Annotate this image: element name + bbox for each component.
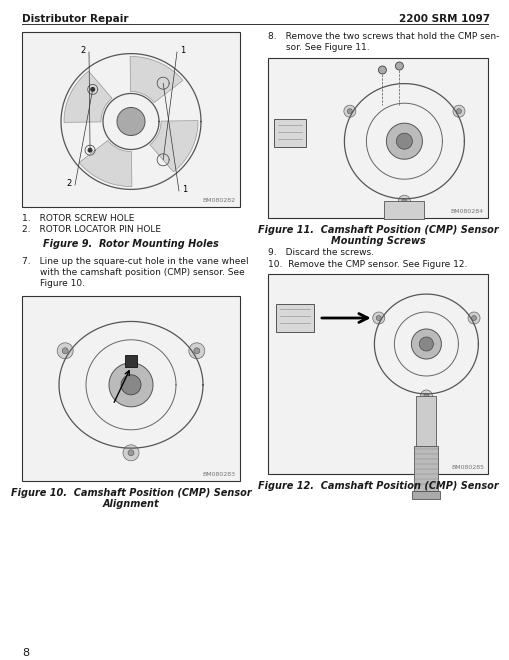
Text: Figure 10.: Figure 10. — [22, 279, 85, 288]
Bar — [412, 491, 440, 499]
Text: Figure 11.  Camshaft Position (CMP) Sensor: Figure 11. Camshaft Position (CMP) Senso… — [257, 225, 497, 235]
Text: 2200 SRM 1097: 2200 SRM 1097 — [398, 14, 489, 24]
Text: 9.  Discard the screws.: 9. Discard the screws. — [267, 248, 373, 257]
Text: BM080285: BM080285 — [450, 465, 483, 470]
Bar — [273, 119, 305, 147]
Polygon shape — [418, 337, 433, 351]
Circle shape — [423, 393, 428, 399]
Circle shape — [90, 87, 95, 92]
Polygon shape — [130, 57, 183, 102]
Text: Figure 9.  Rotor Mounting Holes: Figure 9. Rotor Mounting Holes — [43, 239, 218, 249]
Text: 10.  Remove the CMP sensor. See Figure 12.: 10. Remove the CMP sensor. See Figure 12… — [267, 260, 466, 269]
Text: 1: 1 — [180, 46, 185, 55]
Circle shape — [372, 312, 384, 324]
Text: 8.  Remove the two screws that hold the CMP sen-: 8. Remove the two screws that hold the C… — [267, 32, 498, 41]
Text: Distributor Repair: Distributor Repair — [22, 14, 128, 24]
Text: BM080284: BM080284 — [450, 209, 483, 214]
Circle shape — [347, 109, 352, 114]
Text: with the camshaft position (CMP) sensor. See: with the camshaft position (CMP) sensor.… — [22, 268, 244, 277]
Bar — [22, 32, 240, 207]
Text: 2.  ROTOR LOCATOR PIN HOLE: 2. ROTOR LOCATOR PIN HOLE — [22, 225, 161, 234]
Circle shape — [467, 312, 479, 324]
Circle shape — [188, 343, 205, 359]
Polygon shape — [64, 71, 112, 122]
Circle shape — [123, 445, 139, 461]
Circle shape — [193, 348, 200, 354]
Circle shape — [88, 148, 92, 152]
Bar — [384, 201, 423, 219]
Text: Mounting Screws: Mounting Screws — [330, 236, 425, 246]
Circle shape — [401, 199, 406, 204]
Circle shape — [471, 315, 475, 321]
Circle shape — [394, 62, 403, 70]
Bar — [414, 446, 438, 491]
Bar — [267, 58, 487, 218]
Circle shape — [378, 66, 386, 74]
Text: BM080282: BM080282 — [203, 198, 236, 203]
Polygon shape — [150, 121, 197, 172]
Text: Figure 12.  Camshaft Position (CMP) Sensor: Figure 12. Camshaft Position (CMP) Senso… — [257, 481, 497, 491]
Text: 1.  ROTOR SCREW HOLE: 1. ROTOR SCREW HOLE — [22, 214, 134, 223]
Polygon shape — [395, 133, 412, 149]
Polygon shape — [121, 375, 140, 395]
Polygon shape — [117, 108, 145, 135]
Bar — [267, 274, 487, 474]
Bar — [22, 296, 240, 481]
Circle shape — [376, 315, 381, 321]
Text: 2: 2 — [66, 179, 71, 188]
Circle shape — [62, 348, 68, 354]
Circle shape — [456, 109, 461, 114]
Bar — [415, 396, 436, 446]
Polygon shape — [109, 363, 153, 407]
Text: sor. See Figure 11.: sor. See Figure 11. — [267, 43, 369, 52]
Polygon shape — [79, 141, 132, 187]
Circle shape — [419, 390, 432, 402]
Circle shape — [128, 450, 134, 456]
Circle shape — [343, 105, 355, 117]
Polygon shape — [411, 329, 440, 359]
Circle shape — [398, 195, 410, 207]
Circle shape — [57, 343, 73, 359]
Text: BM080283: BM080283 — [203, 472, 236, 477]
Circle shape — [452, 105, 464, 117]
Polygon shape — [386, 123, 421, 159]
Text: Alignment: Alignment — [102, 499, 159, 509]
Bar — [125, 355, 137, 367]
Text: Figure 10.  Camshaft Position (CMP) Sensor: Figure 10. Camshaft Position (CMP) Senso… — [11, 488, 251, 498]
Text: 7.  Line up the square-cut hole in the vane wheel: 7. Line up the square-cut hole in the va… — [22, 257, 248, 266]
Text: 2: 2 — [80, 46, 86, 55]
Text: 1: 1 — [182, 185, 187, 194]
Bar — [275, 304, 314, 332]
Text: 8: 8 — [22, 648, 29, 658]
